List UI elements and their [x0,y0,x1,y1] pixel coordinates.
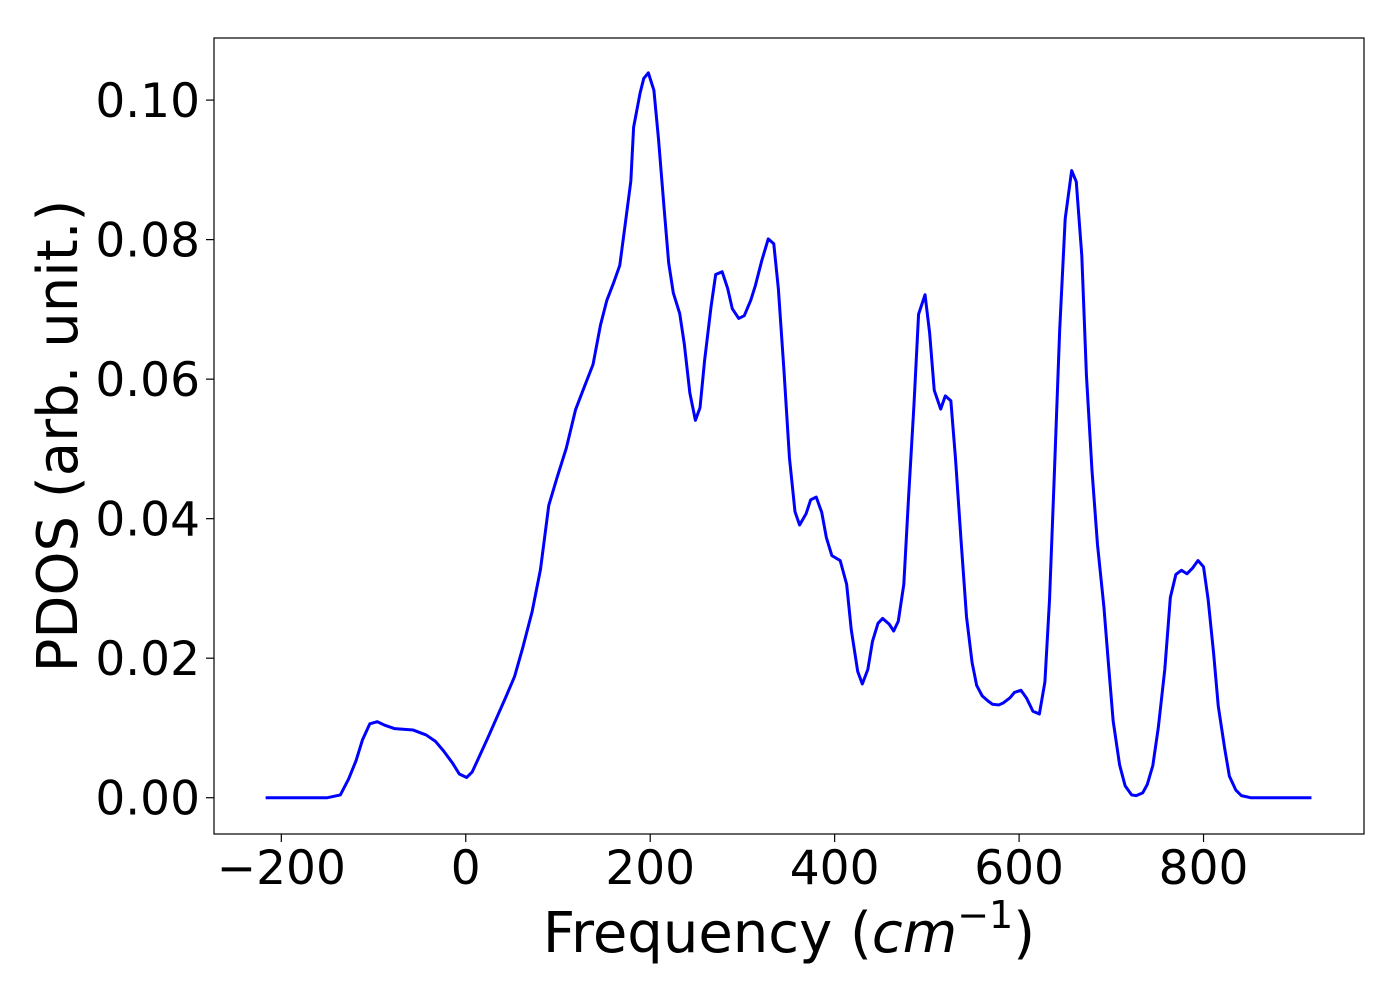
pdos-line [265,71,1312,800]
x-label-text: Frequency ( [543,901,872,966]
plot-frame [213,37,1365,835]
x-tick-label: 0 [451,841,481,896]
y-tick-label: 0.00 [95,772,200,827]
y-axis-label: PDOS (arb. unit.) [26,200,91,673]
y-tick-label: 0.06 [95,353,200,408]
x-tick-label: −200 [217,841,346,896]
x-axis-label: Frequency (cm−1) [543,893,1035,966]
y-tick-label: 0.02 [95,632,200,687]
y-tick-label: 0.08 [95,214,200,269]
x-tick-label: 600 [974,841,1064,896]
y-tick-label: 0.10 [95,74,200,129]
x-tick-label: 400 [790,841,880,896]
x-tick-label: 800 [1159,841,1249,896]
x-tick-label: 200 [605,841,695,896]
x-label-unit: cm [872,901,957,966]
x-label-close: ) [1013,901,1035,966]
y-tick-label: 0.04 [95,493,200,548]
x-label-exponent: −1 [957,893,1013,937]
